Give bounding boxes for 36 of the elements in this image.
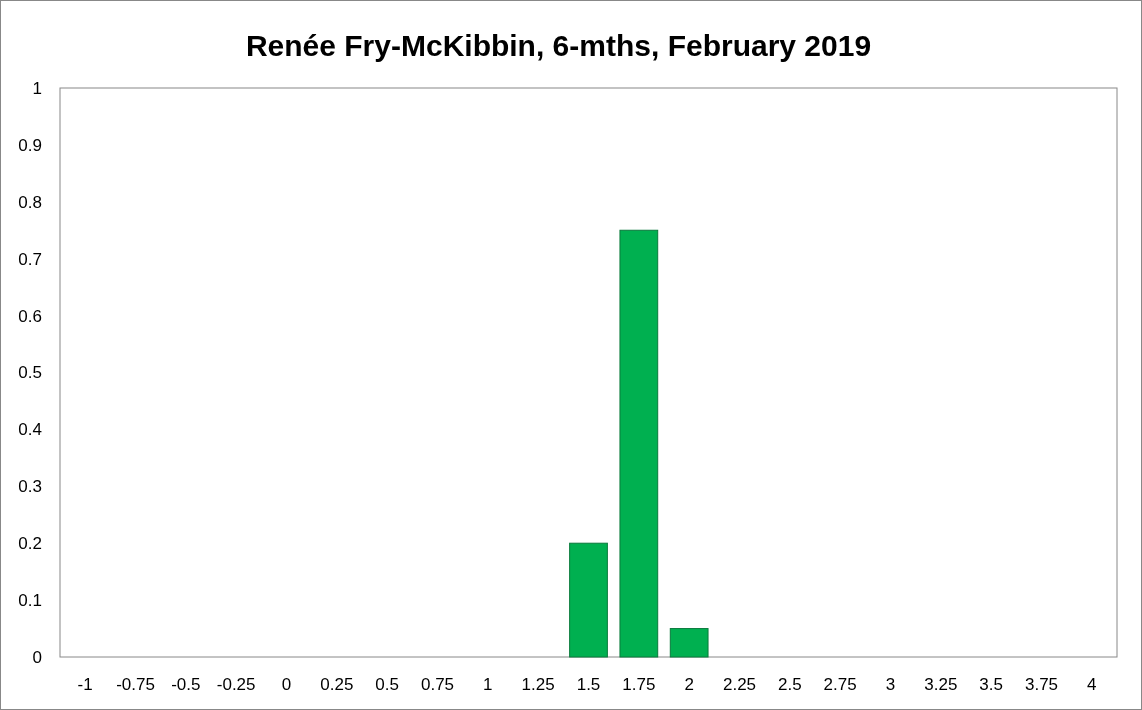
x-tick-label: 2.75: [823, 675, 857, 694]
x-tick-label: 3.5: [979, 675, 1003, 694]
x-tick-label: 0: [281, 675, 292, 694]
x-tick-label: 2: [684, 675, 694, 694]
y-tick-label: 0.7: [18, 249, 42, 269]
y-tick-label: 0.3: [18, 477, 42, 497]
x-tick-label: 4: [1087, 675, 1097, 694]
x-tick-label: 3: [885, 675, 896, 694]
y-tick-label: 0.1: [18, 591, 42, 611]
x-tick-label: -0.5: [171, 675, 201, 694]
y-tick-label: 0.5: [18, 363, 42, 383]
x-tick-label: 3.75: [1024, 675, 1059, 694]
x-tick-label: 1.75: [622, 675, 656, 694]
x-tick-label: 2.5: [778, 675, 802, 694]
x-tick-label: 2.25: [722, 675, 757, 694]
y-tick-label: 1: [32, 78, 42, 98]
bar: [669, 628, 709, 658]
x-tick-label: -0.75: [116, 675, 155, 694]
x-tick-label: 0.5: [375, 675, 399, 694]
x-tick-label: 1: [483, 675, 493, 694]
y-tick-label: 0.4: [18, 420, 42, 440]
y-tick-label: 0.8: [18, 192, 42, 212]
x-tick-label: 1.25: [521, 675, 555, 694]
bar: [569, 542, 608, 658]
y-tick-label: 0.6: [18, 306, 42, 326]
y-tick-label: 0.2: [18, 534, 42, 554]
x-tick-label: 0.25: [320, 675, 354, 694]
x-tick-label: 1.5: [576, 675, 601, 694]
chart-title: Renée Fry-McKibbin, 6-mths, February 2019: [245, 29, 872, 62]
x-tick-label: -0.25: [216, 675, 256, 694]
y-tick-label: 0.9: [18, 135, 42, 155]
bar: [619, 229, 659, 658]
x-tick-label: -1: [77, 675, 93, 694]
x-tick-label: 0.75: [420, 675, 455, 694]
y-tick-label: 0: [32, 647, 42, 667]
x-tick-label: 3.25: [924, 675, 958, 694]
